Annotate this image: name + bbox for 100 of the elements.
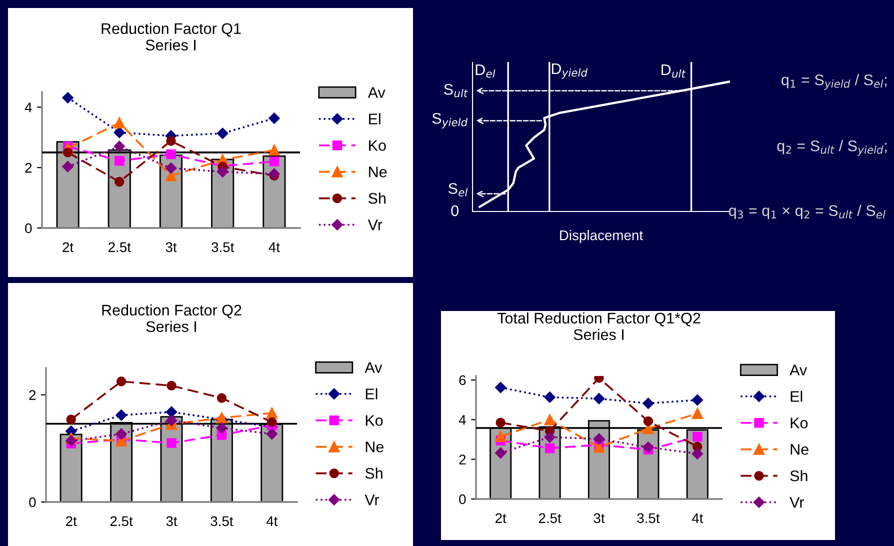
x-tick-label: 2.5t [538,513,562,524]
point [266,407,278,419]
legend-label: Vr [368,220,382,230]
point [692,408,703,420]
text: D$_{yield}$ [552,63,588,79]
point [62,148,73,158]
point [692,432,702,442]
y-tick-label: 2 [25,162,32,173]
point [114,156,124,166]
point [544,443,555,454]
legend-label: Ne [790,444,808,455]
point [166,406,178,418]
legend-label: Sh [368,192,386,204]
legend-label: El [790,390,802,402]
x-tick-label: 4t [692,513,704,524]
x-tick-label: 2t [496,513,506,524]
x-tick-label: 2t [66,516,77,526]
point [166,136,176,146]
x-tick-label: 2.5t [110,516,133,526]
x-tick-label: 4t [266,516,278,526]
legend-label: El [369,113,380,124]
point [544,431,556,443]
y-tick-label: 6 [459,375,466,386]
point [496,418,506,428]
point [494,447,506,459]
point [269,156,280,166]
point [116,410,127,421]
x-tick-label: 3.5t [637,513,660,524]
point [166,414,178,426]
y-tick-label: 4 [458,415,466,425]
x-tick-label: 2t [62,242,74,252]
legend-label: Ko [366,415,383,426]
point [643,416,654,426]
legend-label: Ne [369,166,387,178]
point [116,376,126,386]
y-tick-label: 0 [459,494,466,504]
legend-label: Av [364,362,382,373]
point [495,430,506,442]
y-tick-label: 0 [29,497,36,508]
text: 0 [451,205,459,216]
point [268,168,280,180]
point [114,126,126,138]
point [544,414,556,426]
text: D$_{el}$ [476,64,496,78]
text: Displacement [560,230,643,243]
point [692,394,704,406]
text: S$_{el}$ [448,183,468,196]
legend-label: Av [368,87,386,98]
legend-label: Ko [790,418,808,428]
legend-label: Sh [365,468,382,479]
point [114,176,124,187]
x-tick-label: 2.5t [108,242,131,252]
point [216,393,227,403]
y-tick-label: 4 [24,102,32,112]
point [593,442,605,453]
legend-label: Ne [366,442,384,452]
y-tick-label: 2 [29,390,36,400]
point [165,162,177,174]
point [642,398,654,409]
point [166,149,176,160]
text: q$_{1}$ = S$_{yield}$ / S$_{el}$; [782,74,886,90]
legend-label: Ko [369,140,386,151]
x-tick-label: 4t [268,242,280,252]
point [593,433,605,444]
point [593,393,605,404]
point [268,144,280,156]
y-tick-label: 2 [459,454,466,464]
point [216,422,228,434]
text: S$_{ult}$ [444,84,468,98]
legend-label: Vr [364,494,380,506]
text: D$_{ult}$ [662,64,686,78]
point [692,448,704,460]
chart-title: Reduction Factor Q1 Series I [102,22,241,50]
legend-label: Vr [790,497,804,508]
text: S$_{yield}$ [432,112,468,128]
point [114,117,125,128]
x-tick-label: 3t [594,513,605,524]
point [62,92,74,104]
point [114,140,126,152]
point [65,435,77,446]
point [267,417,277,427]
point [216,128,228,140]
point [166,380,176,391]
y-tick-label: 0 [25,223,32,234]
point [268,112,280,124]
point [494,382,506,394]
legend-label: Sh [790,470,808,482]
text: q$_{2}$ = S$_{ult}$ / S$_{yield}$; [777,140,887,156]
point [642,442,654,453]
x-tick-label: 3.5t [210,516,234,526]
point [166,438,176,448]
x-tick-label: 3.5t [212,242,234,252]
point [266,428,278,440]
chart-title: Reduction Factor Q2 Series I [102,304,242,332]
point [62,161,74,172]
x-tick-label: 3t [166,516,178,526]
text: q$_{3}$ = q$_{1}$ × q$_{2}$ = S$_{ult}$ / S$_{el}$ [728,204,886,220]
chart-title: Total Reduction Factor Q1*Q2 Series I [497,312,700,340]
point [116,428,127,440]
point [544,392,556,403]
